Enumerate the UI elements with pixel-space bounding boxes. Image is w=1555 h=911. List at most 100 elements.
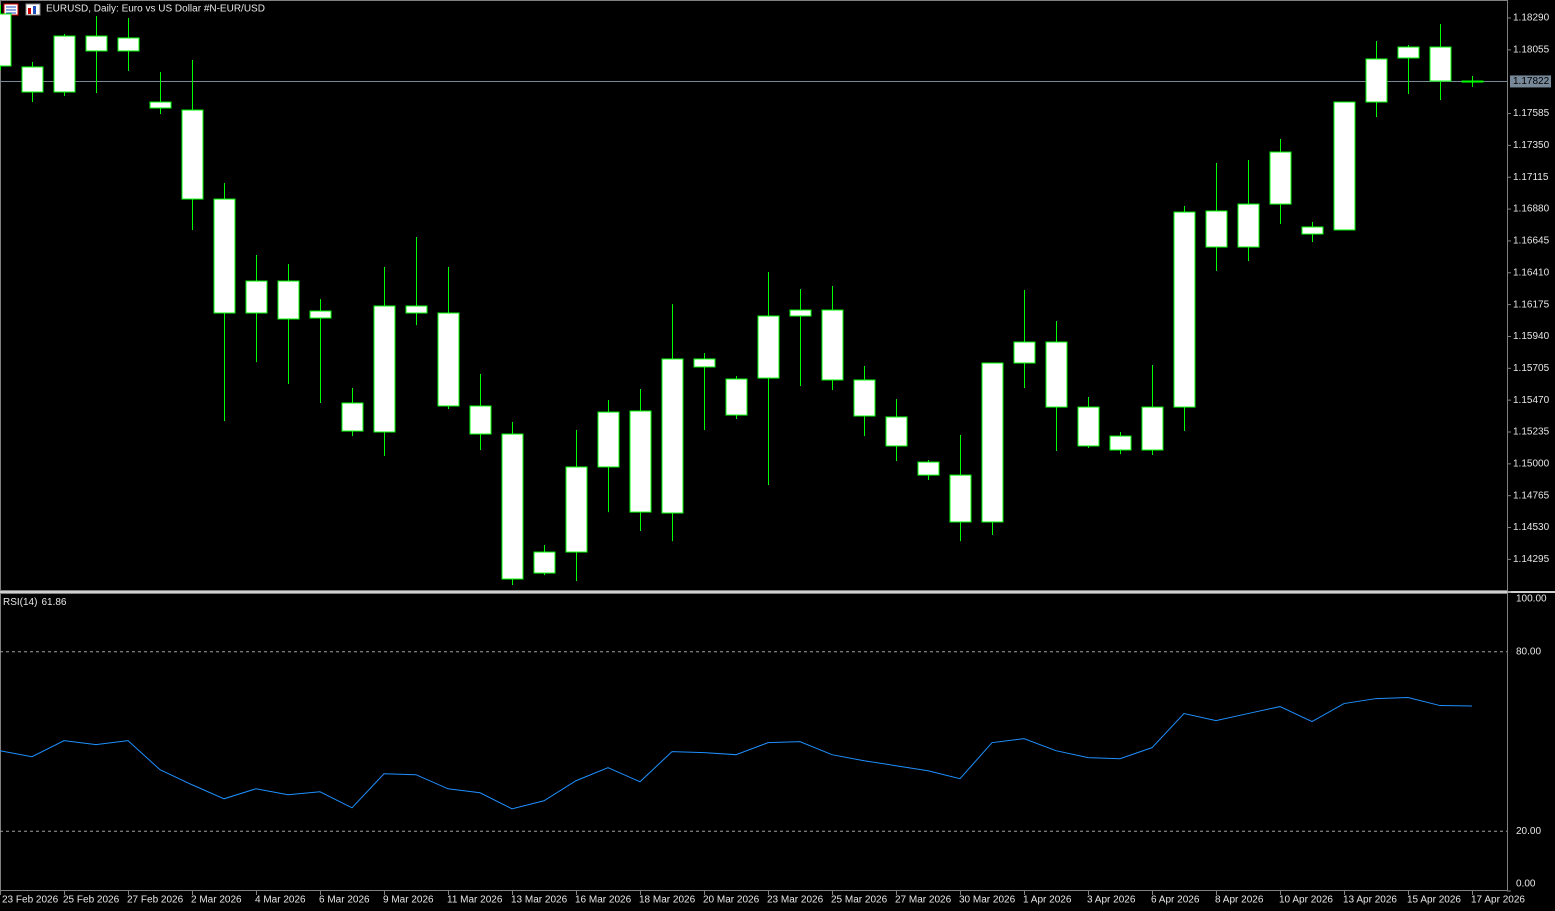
candle-body [85, 35, 108, 52]
x-tick-label: 3 Apr 2026 [1087, 895, 1136, 906]
y-tick-label: 1.17585 [1513, 108, 1550, 119]
y-tick-label: 1.16410 [1513, 267, 1550, 278]
icon-bar [33, 6, 36, 14]
y-tick-label: 1.15940 [1513, 331, 1550, 342]
candle-body [501, 433, 524, 580]
candle-body [1045, 341, 1068, 408]
candle-body [21, 66, 44, 93]
indicator-name: RSI(14) [3, 597, 37, 608]
y-tick-label: 1.17115 [1513, 172, 1549, 183]
candle-body [1205, 210, 1228, 248]
candle-body [597, 411, 620, 468]
indicator-value: 61.86 [41, 597, 66, 608]
y-tick-label: 1.16175 [1513, 299, 1550, 310]
x-tick-label: 25 Mar 2026 [831, 895, 888, 906]
y-tick-label: 1.14765 [1513, 490, 1550, 501]
x-tick-label: 17 Apr 2026 [1471, 895, 1525, 906]
x-tick-label: 13 Apr 2026 [1343, 895, 1397, 906]
candle-body [885, 416, 908, 447]
x-tick-label: 23 Mar 2026 [767, 895, 824, 906]
candle-body [1173, 211, 1196, 408]
current-price-label: 1.17822 [1513, 76, 1550, 87]
candle-body [853, 379, 876, 417]
y-tick-label: 80.00 [1516, 646, 1541, 657]
candle-body [981, 362, 1004, 523]
y-tick-label: 1.16880 [1513, 204, 1550, 215]
candle-body [437, 312, 460, 407]
candle-body [629, 410, 652, 513]
candle-body [117, 37, 140, 52]
candle-body [53, 35, 76, 93]
x-tick-label: 25 Feb 2026 [63, 895, 120, 906]
x-tick-label: 23 Feb 2026 [2, 895, 59, 906]
candle-body [789, 309, 812, 317]
x-tick-label: 27 Mar 2026 [895, 895, 952, 906]
x-tick-label: 27 Feb 2026 [127, 895, 184, 906]
candle-body [949, 474, 972, 523]
y-tick-label: 1.17350 [1513, 140, 1550, 151]
candle-body [245, 280, 268, 314]
candle-body [1269, 151, 1292, 205]
y-tick-label: 1.16645 [1513, 236, 1550, 247]
candle-body [917, 461, 940, 476]
x-tick-label: 9 Mar 2026 [383, 895, 434, 906]
y-tick-label: 1.14530 [1513, 522, 1550, 533]
candle-body [213, 198, 236, 314]
candle-body [1077, 406, 1100, 447]
y-tick-label: 1.15705 [1513, 363, 1550, 374]
candle-body [757, 315, 780, 379]
y-tick-label: 1.18055 [1513, 45, 1550, 56]
y-tick-label: 20.00 [1516, 826, 1541, 837]
rsi-line [0, 697, 1473, 810]
current-price-tag [1510, 75, 1551, 88]
y-tick-label: 1.18290 [1513, 13, 1550, 24]
candle-body [725, 378, 748, 416]
x-tick-label: 10 Apr 2026 [1279, 895, 1333, 906]
candle-body [149, 101, 172, 109]
candle-body [693, 358, 716, 368]
y-tick-label: 1.14295 [1513, 554, 1550, 565]
candle-body [0, 13, 12, 67]
candle-body [341, 402, 364, 432]
candle-body [661, 358, 684, 514]
y-tick-label: 1.15235 [1513, 427, 1550, 438]
y-tick-label: 1.15000 [1513, 458, 1550, 469]
x-tick-label: 2 Mar 2026 [191, 895, 242, 906]
x-tick-label: 13 Mar 2026 [511, 895, 568, 906]
rsi-pane-frame [0, 593, 1508, 891]
icon-bar [28, 8, 31, 14]
candle-body [565, 466, 588, 553]
x-tick-label: 11 Mar 2026 [447, 895, 503, 906]
x-tick-label: 20 Mar 2026 [703, 895, 760, 906]
x-tick-label: 30 Mar 2026 [959, 895, 1016, 906]
candle-body [405, 305, 428, 314]
x-tick-label: 16 Mar 2026 [575, 895, 632, 906]
candle-body [1397, 46, 1420, 59]
y-tick-label: 1.15470 [1513, 395, 1550, 406]
x-tick-label: 4 Mar 2026 [255, 895, 306, 906]
candle-body [533, 551, 556, 574]
candle-body [1141, 406, 1164, 451]
y-tick-label: 0.00 [1516, 879, 1536, 890]
x-tick-label: 8 Apr 2026 [1215, 895, 1264, 906]
candle-body [1365, 58, 1388, 103]
candle-body [373, 305, 396, 433]
x-tick-label: 1 Apr 2026 [1023, 895, 1072, 906]
chart-title: EURUSD, Daily: Euro vs US Dollar #N-EUR/… [46, 4, 265, 15]
candle-body [1461, 80, 1484, 83]
candle-body [309, 310, 332, 319]
main-pane-frame [0, 0, 1508, 591]
candle-body [821, 309, 844, 381]
y-tick-label: 100.00 [1516, 594, 1547, 605]
x-tick-label: 15 Apr 2026 [1407, 895, 1461, 906]
candle-body [1013, 341, 1036, 364]
candle-body [277, 280, 300, 320]
candle-body [1301, 226, 1324, 235]
candle-body [1333, 101, 1356, 231]
candle-body [181, 109, 204, 200]
x-tick-label: 6 Apr 2026 [1151, 895, 1200, 906]
candle-body [469, 405, 492, 435]
